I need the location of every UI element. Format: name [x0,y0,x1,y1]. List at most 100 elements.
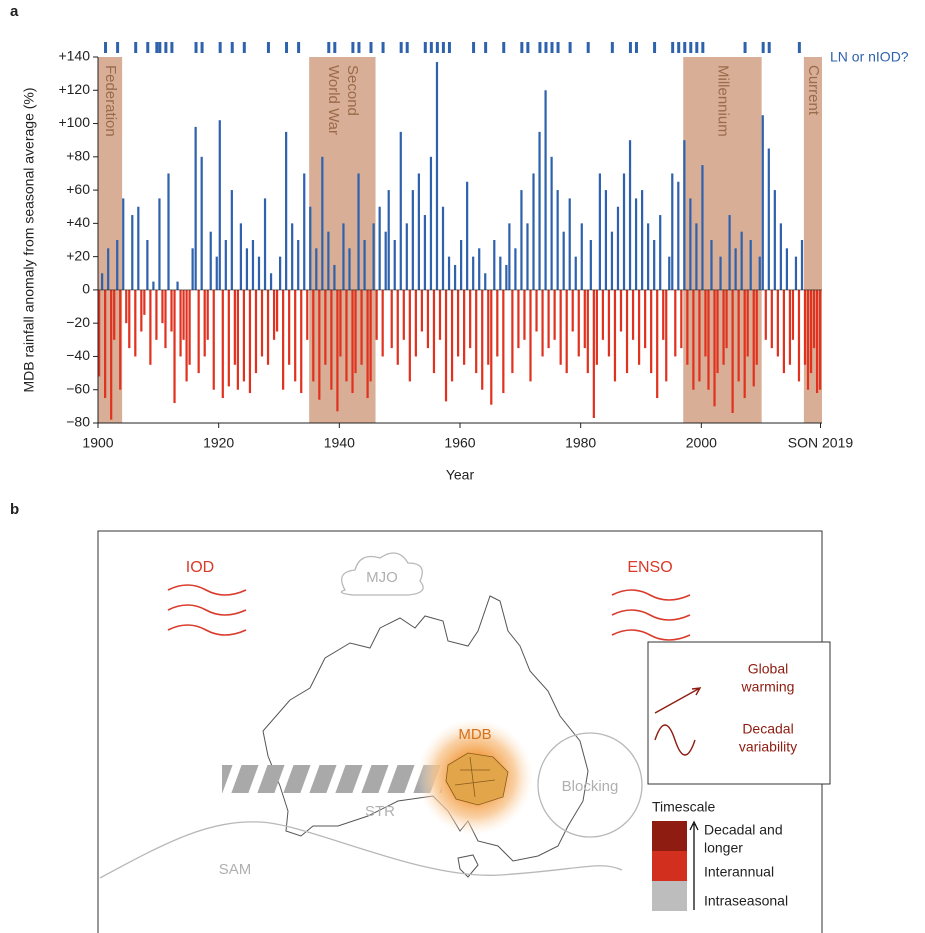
bar [466,181,469,290]
bar [704,289,707,357]
event-marker [242,42,246,53]
bar [393,240,396,290]
australia-map [262,595,589,862]
event-marker [381,42,385,53]
bar [360,289,363,365]
bar [206,289,209,340]
bar [595,289,598,365]
y-tick-label: +80 [66,148,90,164]
bar [713,289,716,407]
bar [291,223,294,290]
bar [481,289,484,390]
bar [644,289,647,349]
bar [188,289,191,365]
bar [520,190,523,290]
bar [647,223,650,290]
bar [665,289,668,382]
period-label: Federation [102,65,119,137]
bar [282,289,285,390]
bar [131,215,134,290]
bar [230,190,233,290]
str-band [222,765,442,793]
bar [272,289,276,340]
y-tick-label: −80 [66,414,90,430]
event-marker [134,42,138,53]
bar [260,289,264,357]
bar [698,289,701,382]
bar [423,215,427,290]
event-marker [550,42,554,53]
iod-label: IOD [186,559,214,576]
bar [764,289,767,340]
bar [559,289,562,365]
bar [345,289,348,382]
event-marker [200,42,204,53]
bar [725,289,728,349]
bar [336,289,339,412]
blocking-label: Blocking [562,778,619,795]
bar [511,289,514,374]
x-tick-label: 1980 [565,435,596,451]
event-marker [399,42,403,53]
bar [269,273,273,290]
event-marker [544,42,548,53]
sam-label: SAM [219,861,252,878]
bar [417,173,420,290]
event-marker [653,42,657,53]
bar [800,240,804,290]
bar [390,289,393,349]
bar [209,231,212,290]
timescale-swatch [652,821,687,851]
str-label: STR [365,803,395,820]
x-axis-title: Year [446,467,475,483]
bar [547,289,550,349]
event-marker [333,42,337,53]
bar [348,248,351,290]
bar [275,289,279,332]
bar [535,289,538,332]
bar [263,198,267,290]
bar [746,289,749,357]
bar [641,190,644,290]
bar [812,289,816,349]
bar [435,61,439,290]
mjo-cloud [340,552,424,596]
y-tick-label: +140 [58,48,90,64]
bar [616,206,620,290]
tasmania [457,854,479,878]
legend-text: variability [739,739,797,755]
panel-a: a MDB rainfall anomaly from seasonal ave… [10,3,909,483]
bar [185,289,188,382]
bar [224,240,227,290]
bar [683,140,686,290]
bar [791,289,795,340]
bar [170,289,173,332]
bar [631,289,635,340]
bar [456,289,460,357]
bar [125,289,128,324]
bar [378,206,381,290]
bar [119,289,122,390]
x-tick-label: 2000 [686,435,717,451]
period-label: Millennium [714,65,731,137]
bar [248,289,252,394]
bar [450,289,454,382]
bar [245,248,249,290]
bar [782,289,785,374]
event-marker [520,42,524,53]
bar [279,256,282,290]
bar [303,173,306,290]
y-tick-label: +120 [58,81,90,97]
bar [797,289,801,382]
bar [212,289,215,390]
bar [671,173,674,290]
blocking-circle [537,732,643,838]
bar [257,256,261,290]
bar [158,198,161,290]
bar [598,173,601,290]
event-marker [369,42,373,53]
bar [815,289,819,394]
bar [191,248,194,290]
x-tick-label: 1960 [444,435,475,451]
